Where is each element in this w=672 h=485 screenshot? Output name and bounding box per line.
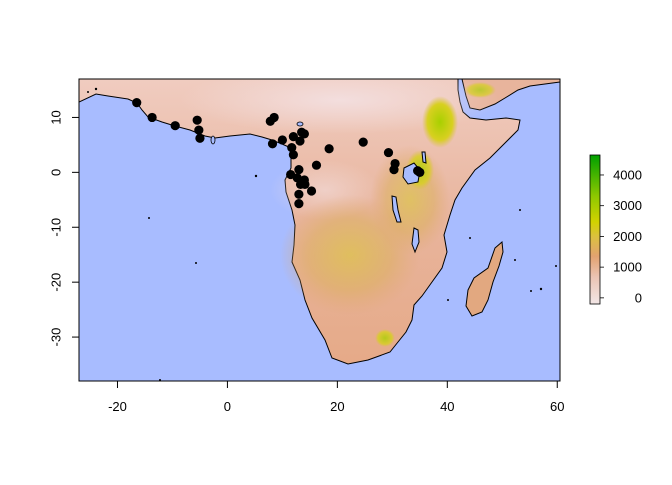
ethiopian-highlands [422,96,458,148]
sahara-lowland [180,79,500,134]
sample-point [299,129,309,139]
y-tick-label: 0 [49,169,64,176]
lake-tanganyika [391,195,402,223]
island [148,217,150,219]
sample-point [389,165,399,175]
legend-tick-label: 2000 [613,229,642,244]
lake-chad [296,121,304,127]
island [519,209,521,211]
sample-point [170,121,180,131]
x-tick-label: -20 [108,399,127,414]
legend-colorbar [589,154,601,305]
x-tick-label: 40 [440,399,454,414]
sample-point [287,143,297,153]
y-tick-label: 10 [49,110,64,124]
sample-point [306,186,317,196]
sample-point [415,167,425,177]
legend-tick-label: 3000 [613,198,642,213]
y-tick-label: -20 [49,273,64,292]
lake-volta [210,135,216,145]
x-tick-label: 60 [550,399,564,414]
sample-points [132,98,425,209]
island [514,259,516,261]
island [87,91,89,93]
sample-point [324,144,334,154]
island [195,262,197,264]
sample-point [288,132,298,142]
madagascar [465,240,504,317]
island [539,287,543,291]
sample-point [288,150,298,160]
legend-tick-label: 4000 [613,168,642,183]
yemen-highlands [464,82,496,98]
sample-point [147,112,157,123]
sample-point [277,135,287,145]
land-layer [79,79,560,381]
sample-point [269,112,279,123]
island [254,174,258,178]
y-tick-label: -10 [49,218,64,237]
island [530,290,532,292]
sample-point [358,137,368,147]
sample-point [295,136,305,146]
sample-point [311,160,322,170]
sample-point [383,147,394,158]
sample-point [267,139,278,149]
lake-malawi [411,227,420,254]
legend-tick-label: 1000 [613,260,642,275]
sample-point [192,115,202,125]
sample-point [195,133,205,143]
legend-tick-label: 0 [635,290,642,305]
island [469,237,471,239]
sample-point [132,98,142,108]
sample-point [294,165,304,175]
x-axis: -20 0 20 40 60 [108,380,564,414]
sample-point [294,189,304,199]
sample-point [300,179,310,190]
sample-point [294,199,304,209]
x-tick-label: 20 [330,399,344,414]
drakensberg [375,329,395,347]
island [94,87,98,91]
sample-point [194,125,204,135]
x-tick-label: 0 [224,399,231,414]
elevation-legend: 0 1000 2000 3000 4000 [589,154,642,305]
lake-turkana [421,151,427,164]
y-tick-label: -30 [49,328,64,347]
island [447,299,449,301]
y-axis: 10 0 -10 -20 -30 [49,110,80,347]
island [555,265,557,267]
